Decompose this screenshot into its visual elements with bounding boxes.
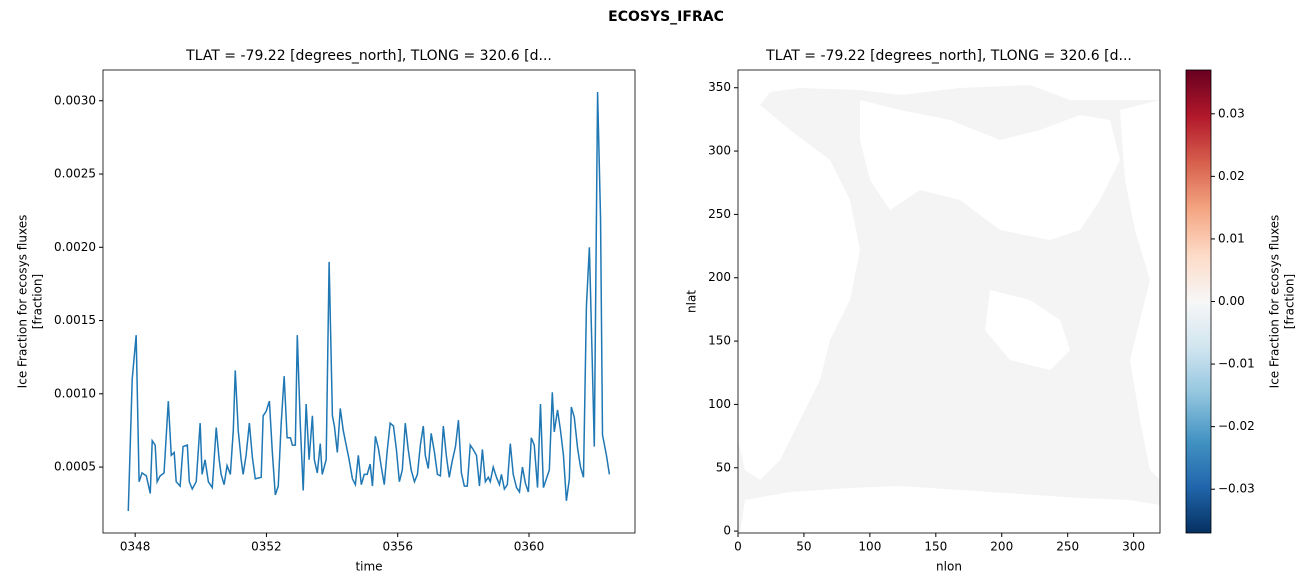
x-axis-label: nlon (936, 560, 962, 574)
y-tick-label: 300 (708, 144, 731, 158)
colorbar-tick-label: 0.02 (1218, 169, 1245, 183)
y-tick-label: 0.0030 (54, 93, 96, 107)
y-axis-label: nlat (685, 290, 699, 313)
x-tick-label: 200 (990, 540, 1013, 554)
x-tick-label: 100 (858, 540, 881, 554)
figure-title: ECOSYS_IFRAC (608, 9, 724, 25)
colorbar-label: Ice Fraction for ecosys fluxes (1268, 215, 1282, 389)
x-tick-label: 50 (796, 540, 811, 554)
colorbar-tick-label: 0.01 (1218, 231, 1245, 245)
y-axis-label: [fraction] (31, 274, 45, 329)
colorbar-tick-label: −0.03 (1218, 482, 1255, 496)
x-tick-label: 0352 (251, 540, 282, 554)
x-axis-label: time (355, 560, 382, 574)
x-tick-label: 300 (1122, 540, 1145, 554)
y-tick-label: 250 (708, 207, 731, 221)
colorbar-tick-label: 0.03 (1218, 106, 1245, 120)
land (985, 290, 1070, 370)
colorbar-tick-label: −0.02 (1218, 419, 1255, 433)
y-tick-label: 0.0025 (54, 167, 96, 181)
x-tick-label: 150 (924, 540, 947, 554)
y-tick-label: 0.0015 (54, 313, 96, 327)
y-tick-label: 0.0005 (54, 460, 96, 474)
y-tick-label: 50 (716, 460, 731, 474)
colorbar-tick-label: 0.00 (1218, 294, 1245, 308)
chart-title: TLAT = -79.22 [degrees_north], TLONG = 3… (185, 48, 552, 64)
x-tick-label: 0360 (514, 540, 545, 554)
y-tick-label: 0 (723, 524, 731, 538)
y-tick-label: 0.0020 (54, 240, 96, 254)
land (1120, 100, 1160, 480)
land (738, 70, 1160, 110)
map (738, 70, 1160, 533)
y-tick-label: 350 (708, 80, 731, 94)
x-tick-label: 0356 (382, 540, 413, 554)
land (738, 105, 860, 480)
x-tick-label: 250 (1056, 540, 1079, 554)
colorbar-tick-label: −0.01 (1218, 357, 1255, 371)
x-tick-label: 0348 (120, 540, 151, 554)
land (740, 486, 1160, 533)
land (860, 100, 1120, 240)
x-tick-label: 0 (734, 540, 742, 554)
y-axis-label: Ice Fraction for ecosys fluxes (16, 215, 30, 389)
colorbar-label: [fraction] (1283, 274, 1297, 329)
axes-frame (737, 69, 1161, 534)
chart-title: TLAT = -79.22 [degrees_north], TLONG = 3… (765, 48, 1132, 64)
data-line (127, 91, 611, 512)
colorbar (1185, 69, 1212, 534)
y-tick-label: 100 (708, 397, 731, 411)
y-tick-label: 0.0010 (54, 386, 96, 400)
y-tick-label: 200 (708, 270, 731, 284)
axes-frame (102, 69, 636, 534)
y-tick-label: 150 (708, 334, 731, 348)
